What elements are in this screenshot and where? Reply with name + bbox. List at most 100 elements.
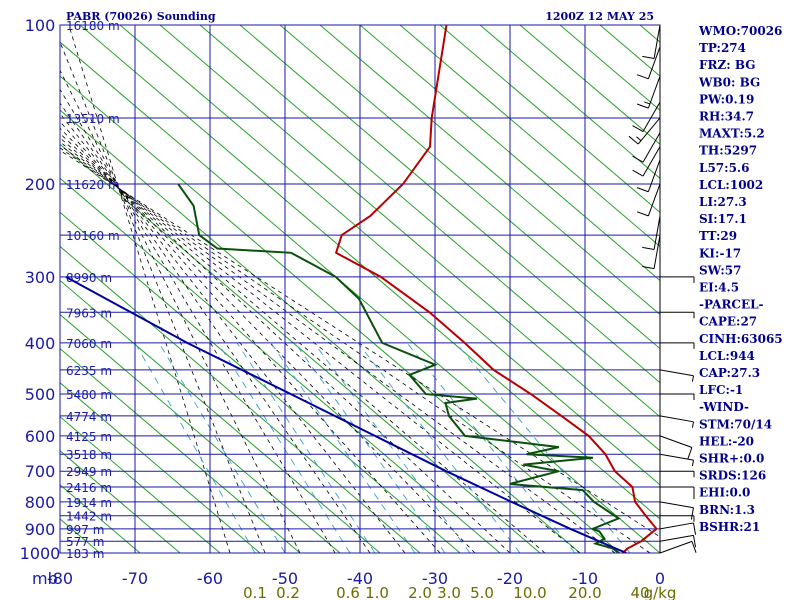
height-label: 7963 m xyxy=(66,306,112,320)
index-item: WB0: BG xyxy=(698,75,760,89)
height-label: 8990 m xyxy=(66,271,112,285)
dry-adiabat-line xyxy=(79,25,660,520)
mixing-ratio-label: 20.0 xyxy=(568,584,601,600)
temperature-series xyxy=(334,25,658,553)
height-label: 1914 m xyxy=(66,496,112,510)
wind-barb-shaft xyxy=(647,159,661,192)
dry-adiabat-line xyxy=(60,313,341,553)
wind-barb xyxy=(642,235,661,270)
dry-adiabat-line xyxy=(399,25,660,248)
index-item: L57:5.6 xyxy=(699,161,749,175)
index-item: KI:-17 xyxy=(699,246,741,260)
index-item: EI:4.5 xyxy=(699,281,739,295)
mixing-ratio-line xyxy=(236,342,376,553)
mixing-ratio-line xyxy=(357,342,521,553)
mixing-ratio-label: g/kg xyxy=(644,584,677,600)
dry-adiabat-layer xyxy=(60,25,660,553)
mixing-ratio-line xyxy=(134,342,256,553)
mixing-ratio-label: 1.0 xyxy=(365,584,389,600)
wind-barb-feather xyxy=(691,460,694,467)
wind-barb xyxy=(628,117,661,145)
height-label: 183 m xyxy=(66,547,104,561)
dry-adiabat-line xyxy=(279,25,660,350)
parcel-series xyxy=(65,276,627,553)
dry-adiabat-line xyxy=(60,347,301,553)
index-item: STM:70/14 xyxy=(699,417,772,431)
wind-barb-feather xyxy=(690,507,694,520)
wind-barb xyxy=(632,132,661,163)
index-item: HEL:-20 xyxy=(699,434,754,448)
temperature-tick-label: -20 xyxy=(497,569,523,588)
index-item: SW:57 xyxy=(699,263,741,277)
wind-barb xyxy=(660,470,695,478)
parcel-line xyxy=(65,276,627,553)
wind-barb-feather xyxy=(644,101,651,105)
mixing-ratio-label: 10.0 xyxy=(513,584,546,600)
dry-adiabat-line xyxy=(60,382,261,553)
dry-adiabat-line xyxy=(159,25,660,452)
dry-adiabat-line xyxy=(60,450,181,553)
index-item: CAP:27.3 xyxy=(699,366,760,380)
chart-time: 1200Z 12 MAY 25 xyxy=(545,10,654,23)
wind-barb-shaft xyxy=(659,453,694,461)
index-item: -PARCEL- xyxy=(699,298,764,312)
index-item: TH:5297 xyxy=(699,144,757,158)
index-item: TT:29 xyxy=(699,229,737,243)
wind-barb-feather xyxy=(642,266,655,270)
index-item: CINH:63065 xyxy=(699,332,783,346)
wind-barb-feather xyxy=(636,103,649,109)
dry-adiabat-line xyxy=(319,25,660,316)
dry-adiabat-line xyxy=(119,25,660,486)
wind-barb xyxy=(632,101,661,133)
height-label: 16180 m xyxy=(66,19,120,33)
wind-barb-feather xyxy=(691,375,694,382)
wind-barb-shaft xyxy=(659,501,694,509)
wind-barb xyxy=(636,75,661,109)
mixing-ratio-line xyxy=(455,342,631,553)
wind-barb-shaft xyxy=(659,435,693,448)
height-label: 5480 m xyxy=(66,388,112,402)
index-item: BRN:1.3 xyxy=(699,503,755,517)
wind-barb xyxy=(660,393,695,401)
pressure-tick-label: 200 xyxy=(25,175,56,194)
wind-barb-feather xyxy=(636,136,642,142)
dry-adiabat-line xyxy=(60,211,461,553)
wind-barb-shaft xyxy=(637,117,661,145)
index-item: EHI:0.0 xyxy=(699,486,750,500)
temperature-tick-label: -80 xyxy=(47,569,73,588)
dry-adiabat-line xyxy=(60,416,221,553)
series-layer xyxy=(65,25,658,553)
index-item: BSHR:21 xyxy=(699,520,760,534)
wind-barb-shaft xyxy=(653,24,661,59)
wind-barb-shaft xyxy=(642,146,661,177)
mixing-ratio-line xyxy=(217,342,351,553)
pressure-tick-label: 400 xyxy=(25,334,56,353)
wind-barb xyxy=(660,311,695,319)
moist-adiabat-line xyxy=(60,102,371,553)
dry-adiabat-line xyxy=(239,25,660,384)
dry-adiabat-line xyxy=(60,75,621,553)
wind-barb xyxy=(659,522,697,535)
wind-barb xyxy=(660,342,695,349)
pressure-tick-label: 300 xyxy=(25,268,56,287)
index-item: FRZ: BG xyxy=(699,58,755,72)
height-label: 4125 m xyxy=(66,430,112,444)
height-label: 11620 m xyxy=(66,178,120,192)
temperature-tick-label: -40 xyxy=(347,569,373,588)
mixing-ratio-line xyxy=(270,342,416,553)
height-label: 2416 m xyxy=(66,481,112,495)
temperature-tick-label: -30 xyxy=(422,569,448,588)
mixing-ratio-label: 0.2 xyxy=(276,584,300,600)
wind-barb-shaft xyxy=(659,369,694,377)
mixing-ratio-line xyxy=(294,342,446,553)
index-item: RH:34.7 xyxy=(699,110,754,124)
pressure-tick-label: 100 xyxy=(25,16,56,35)
pressure-tick-label: 1000 xyxy=(20,544,61,563)
mixing-ratio-line xyxy=(313,342,471,553)
wind-barb-shaft xyxy=(653,235,661,269)
wind-barb-feather xyxy=(691,421,694,428)
height-label: 13510 m xyxy=(66,112,120,126)
wind-barb-feather xyxy=(642,55,655,59)
index-item: PW:0.19 xyxy=(699,92,754,106)
height-label-layer: 16180 m 13510 m 11620 m 10160 m 8990 m 7963 m… xyxy=(66,19,120,561)
